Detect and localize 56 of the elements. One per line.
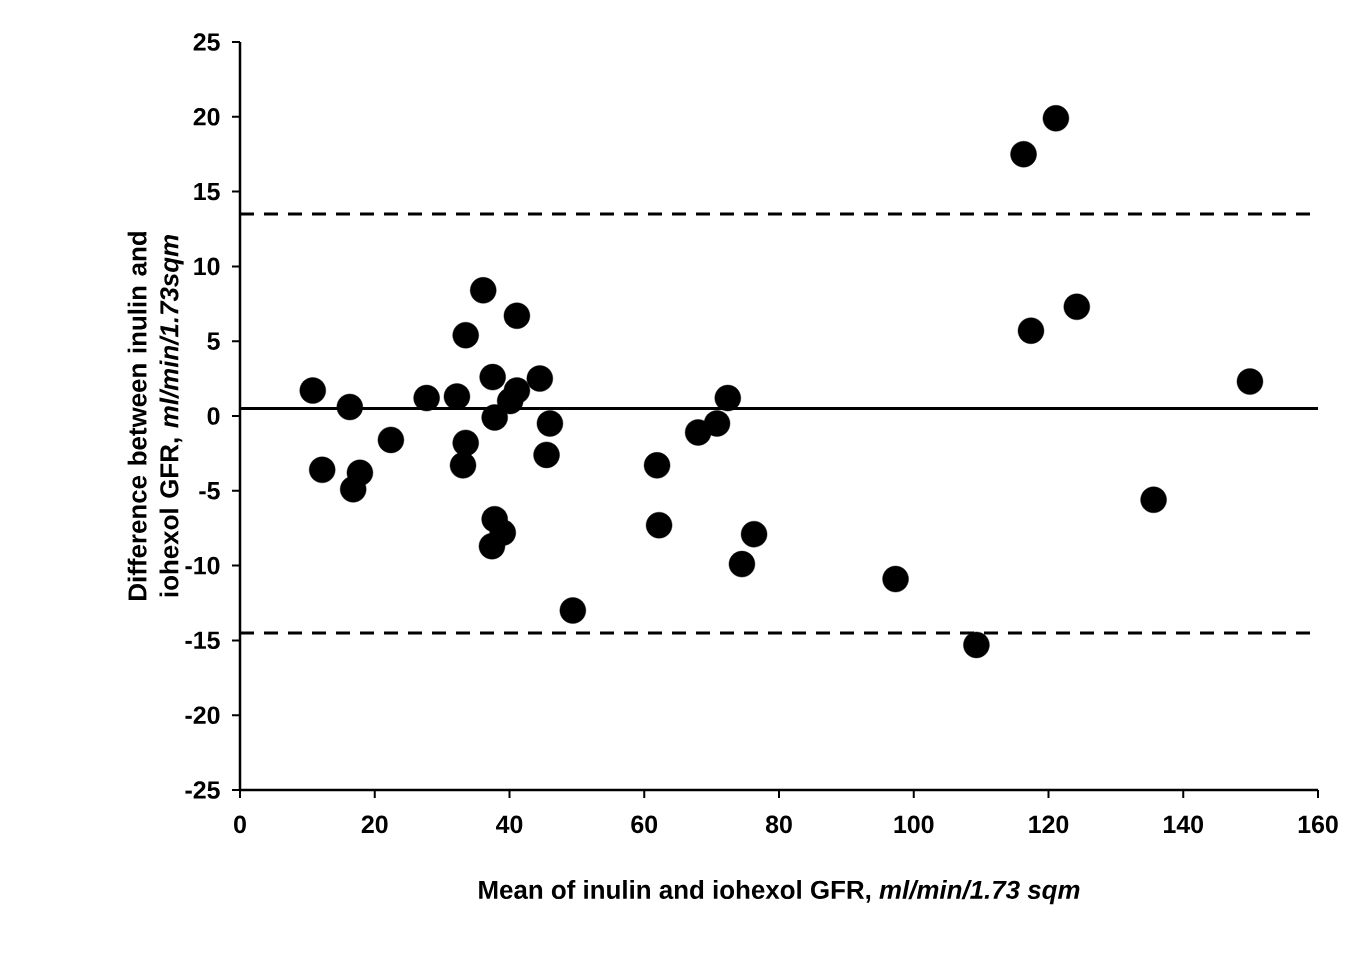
point bbox=[703, 410, 731, 437]
point bbox=[684, 419, 712, 446]
point bbox=[449, 452, 477, 479]
point bbox=[496, 387, 524, 415]
point bbox=[740, 520, 768, 548]
point bbox=[479, 363, 506, 391]
x-tick-label: 160 bbox=[1298, 815, 1338, 834]
x-tick-label: 120 bbox=[1029, 815, 1069, 834]
point bbox=[299, 377, 326, 404]
point bbox=[377, 426, 405, 454]
y-tick-label: 10 bbox=[194, 257, 220, 276]
point bbox=[882, 565, 909, 593]
point bbox=[645, 512, 673, 539]
point bbox=[1042, 105, 1070, 132]
x-axis-title: Mean of inulin and iohexol GFR, ml/min/1.73 sqm bbox=[479, 880, 1080, 905]
y-tick-label: -25 bbox=[185, 781, 220, 799]
x-tick-label: 20 bbox=[361, 815, 388, 834]
point bbox=[470, 277, 497, 304]
point bbox=[536, 410, 564, 437]
point bbox=[1017, 317, 1045, 344]
y-tick-label: 15 bbox=[194, 182, 220, 201]
x-tick-label: 60 bbox=[631, 815, 658, 834]
x-tick-label: 80 bbox=[765, 815, 792, 834]
point bbox=[413, 384, 440, 412]
x-tick-label: 40 bbox=[496, 815, 523, 834]
point bbox=[1140, 486, 1167, 513]
x-tick-label: 0 bbox=[234, 815, 246, 834]
y-tick-label: -5 bbox=[199, 482, 220, 500]
y-tick-label: -15 bbox=[185, 631, 220, 650]
point bbox=[1236, 368, 1264, 395]
point bbox=[963, 631, 990, 659]
point bbox=[452, 429, 479, 457]
x-tick-label: 100 bbox=[894, 815, 934, 834]
point bbox=[1063, 293, 1090, 320]
y-tick-label: 0 bbox=[207, 407, 220, 425]
point bbox=[643, 452, 671, 479]
point bbox=[481, 404, 508, 431]
point bbox=[526, 365, 554, 392]
y-tick-label: -20 bbox=[185, 706, 220, 725]
point bbox=[443, 383, 471, 410]
point bbox=[478, 532, 506, 560]
x-tick-label: 140 bbox=[1164, 815, 1203, 834]
point bbox=[559, 597, 587, 624]
point bbox=[533, 441, 560, 469]
point bbox=[346, 459, 374, 487]
point bbox=[503, 302, 531, 329]
y-tick-label: 20 bbox=[193, 107, 220, 126]
point bbox=[714, 384, 741, 412]
point bbox=[309, 456, 336, 484]
y-tick-label: 5 bbox=[207, 332, 220, 350]
y-tick-label: 25 bbox=[193, 33, 220, 51]
point bbox=[336, 393, 364, 421]
point bbox=[728, 550, 756, 578]
y-tick-label: -10 bbox=[185, 556, 220, 575]
point bbox=[1010, 141, 1037, 168]
point bbox=[452, 322, 479, 349]
